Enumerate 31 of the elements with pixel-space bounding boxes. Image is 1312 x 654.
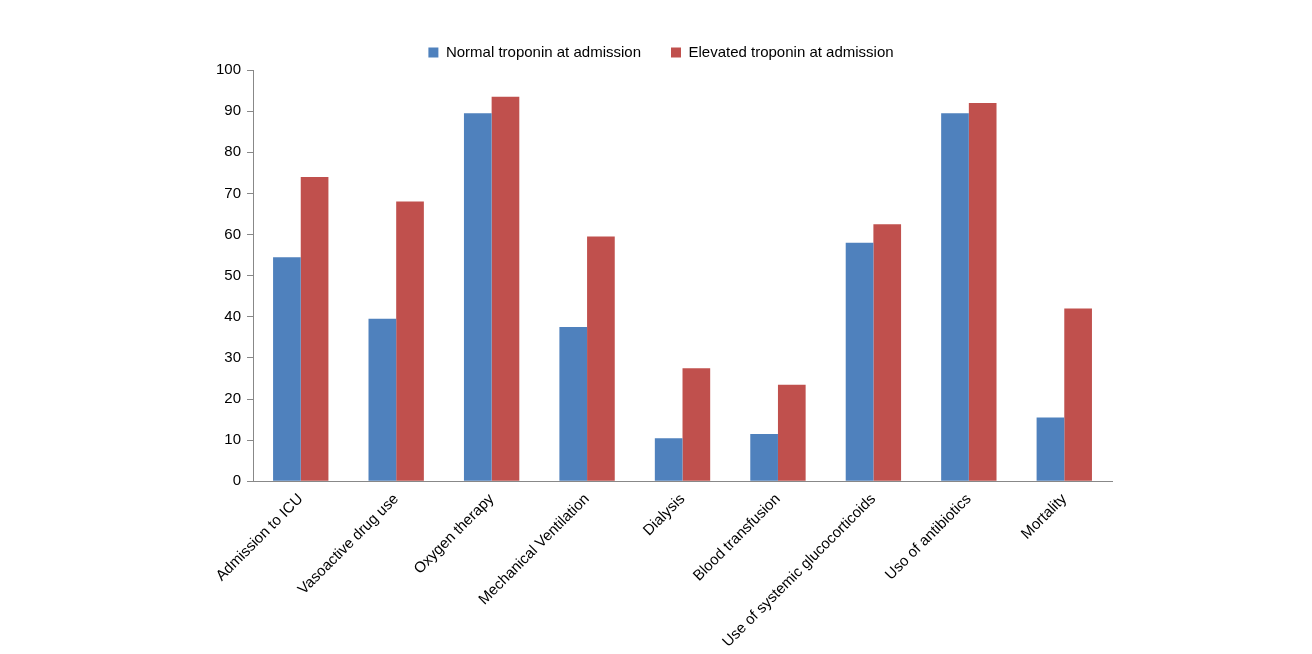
- y-tick-label: 50: [224, 265, 242, 283]
- y-tick-label: 70: [224, 183, 242, 201]
- bar: [873, 224, 902, 481]
- bar: [682, 368, 711, 481]
- y-tick-label: 10: [224, 430, 242, 448]
- y-tick-label: 40: [224, 306, 242, 324]
- y-tick-label: 0: [232, 471, 242, 489]
- bar: [587, 236, 615, 481]
- bar: [968, 102, 997, 481]
- bar: [300, 176, 329, 481]
- y-tick-label: 30: [224, 348, 242, 366]
- bar: [941, 113, 969, 481]
- bar: [559, 327, 588, 481]
- y-tick-label: 80: [224, 142, 242, 160]
- bar: [491, 96, 520, 481]
- y-tick-label: 90: [224, 101, 242, 119]
- bar: [1064, 308, 1092, 481]
- bar: [273, 257, 301, 481]
- y-tick-label: 100: [216, 60, 242, 78]
- bar: [654, 438, 683, 481]
- bar: [463, 113, 492, 481]
- legend-label: Normal troponin at admission: [445, 42, 641, 60]
- bar: [750, 434, 778, 481]
- bar: [368, 318, 397, 481]
- y-tick-label: 20: [224, 389, 242, 407]
- bar: [777, 384, 806, 481]
- bar: [845, 242, 874, 481]
- bar: [396, 201, 424, 481]
- bar: [1036, 417, 1065, 481]
- legend-label: Elevated troponin at admission: [688, 42, 894, 60]
- y-tick-label: 60: [224, 224, 242, 242]
